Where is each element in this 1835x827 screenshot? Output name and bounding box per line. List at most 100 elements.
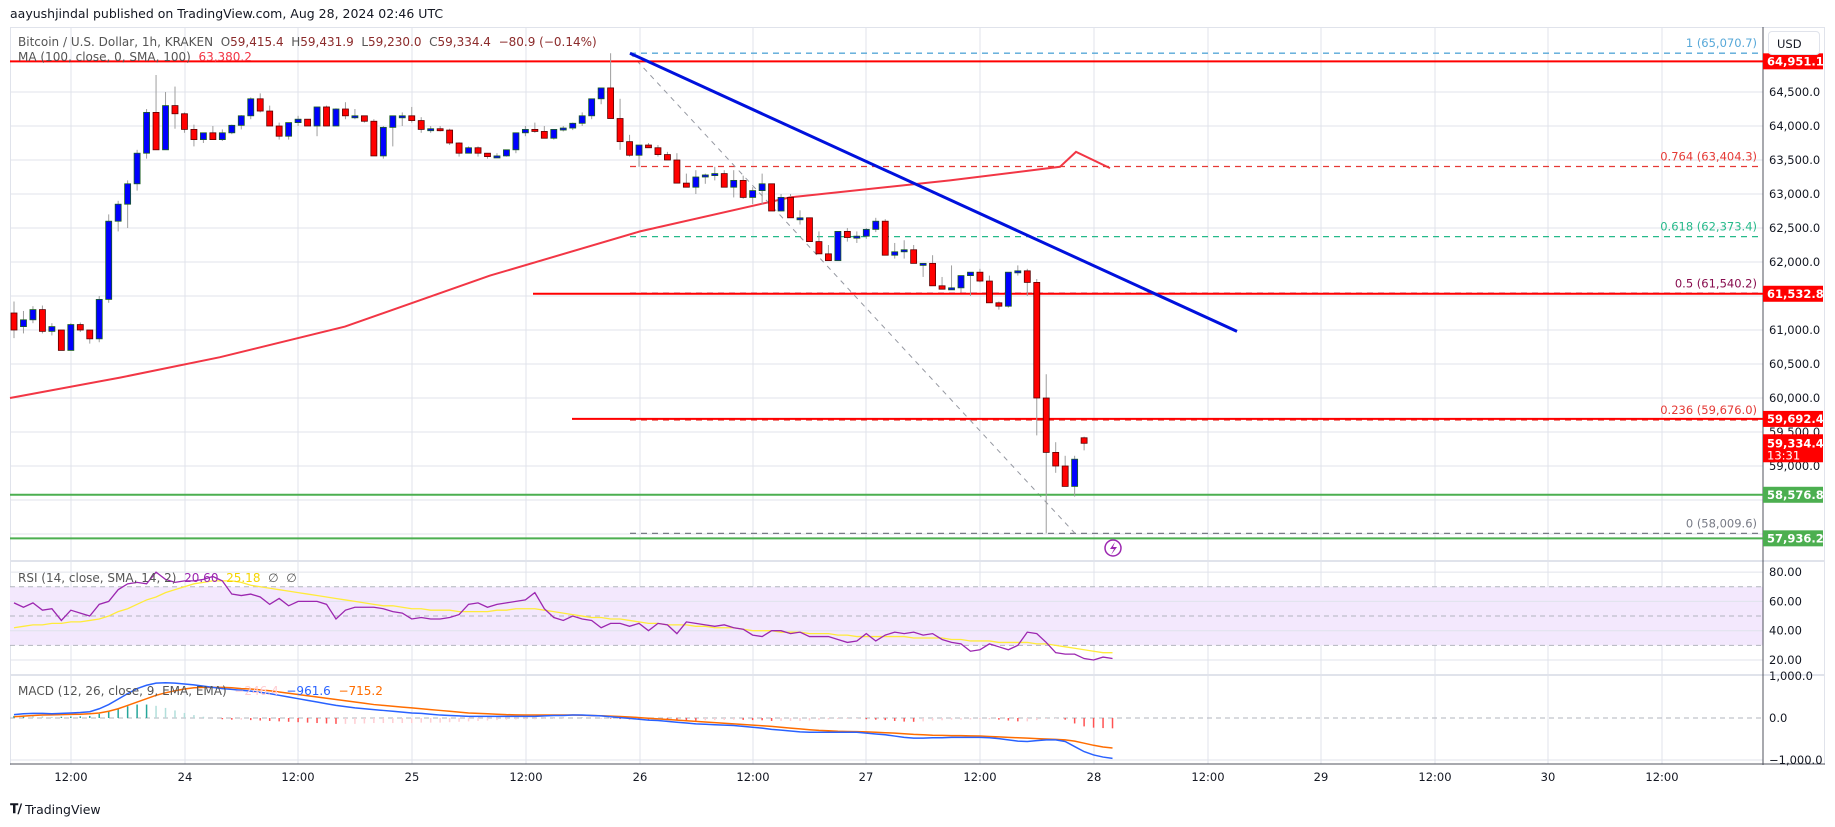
price-tick: 63,000.0 [1769,187,1820,201]
candle [493,155,501,159]
candle [171,105,179,115]
candle [29,309,37,321]
candle [474,147,482,154]
candle [503,149,510,157]
ma-label: MA (100, close, 0, SMA, 100) [18,50,191,64]
rsi-tick: 20.00 [1769,653,1802,667]
candle [616,118,624,143]
high-value: 59,431.9 [300,35,354,49]
tradingview-logo[interactable]: 𝐓∕ TradingView [10,802,101,817]
candle [398,115,406,119]
candle [275,125,283,137]
time-tick: 28 [1087,770,1102,784]
candle [758,183,766,192]
macd-line [13,681,1113,760]
price-label-support-57936 [1763,530,1823,547]
candle [465,147,472,154]
time-tick: 27 [859,770,874,784]
candle [986,280,993,304]
candle [417,120,425,130]
time-tick: 12:00 [281,770,314,784]
candle [237,115,245,126]
candle [427,128,435,132]
candle [701,174,709,178]
ma-value: 63,380.2 [198,50,252,64]
rsi-sma-line [13,580,1113,654]
lightning-icon[interactable] [1104,539,1122,557]
candle [162,105,169,151]
symbol-title: Bitcoin / U.S. Dollar, 1h, KRAKEN [18,35,214,49]
candle [95,298,103,340]
price-label-text: 58,576.8 [1767,488,1824,502]
macd-tick: 0.0 [1769,711,1787,725]
candle [455,142,463,154]
fib-label: 1 (65,070.7) [1686,36,1757,50]
candle [332,108,340,127]
rsi-legend[interactable]: RSI (14, close, SMA, 14, 2) 20.60 25.18 … [18,571,297,585]
candle [578,115,586,124]
candle [559,127,567,131]
candle [408,115,416,121]
ma100-line [9,150,1111,399]
candle [379,126,387,157]
price-label-text: 61,532.8 [1767,287,1824,301]
candle [76,324,84,331]
candle [218,132,226,141]
rsi-tick: 40.00 [1769,624,1802,638]
price-tick: 60,000.0 [1769,391,1820,405]
time-tick: 26 [633,770,648,784]
candle [843,230,851,238]
fib-label: 0.236 (59,676.0) [1660,403,1757,417]
macd-hist-value: −246.4 [234,684,279,698]
candle [484,152,491,157]
fib-label: 0.618 (62,373.4) [1660,220,1757,234]
fib-label: 0 (58,009.6) [1686,516,1757,530]
tradingview-brand: TradingView [25,802,101,817]
candle [124,183,132,205]
rsi-tick: 80.00 [1769,565,1802,579]
candle [730,179,738,188]
price-label-resistance-64951 [1763,53,1823,70]
candle [446,129,454,144]
candle [304,118,311,127]
candle [645,144,652,149]
candle [323,106,330,127]
candle [948,287,955,291]
tradingview-logo-icon: 𝐓∕ [10,802,22,817]
candle [739,179,747,198]
candle [256,98,264,112]
ma-legend[interactable]: MA (100, close, 0, SMA, 100) 63,380.2 [18,50,252,64]
time-tick: 24 [178,770,193,784]
candle [881,220,889,256]
candle [825,253,832,262]
candle [1071,458,1079,487]
candle [294,118,302,123]
candle [853,235,861,239]
price-label-resistance-61532 [1763,285,1823,302]
time-tick: 12:00 [1645,770,1678,784]
macd-signal-value: −715.2 [338,684,383,698]
candle [86,329,94,340]
last-price-label [1763,434,1823,463]
price-tick: 64,000.0 [1769,119,1820,133]
candle [929,262,936,287]
rsi-line [13,571,1113,661]
candle [39,309,46,332]
candle [550,128,558,139]
macd-legend[interactable]: MACD (12, 26, close, 9, EMA, EMA) −246.4… [18,684,383,698]
currency-selector[interactable]: USD [1768,31,1820,55]
candle [806,217,813,243]
candle [664,154,671,161]
time-tick: 30 [1541,770,1556,784]
candle [787,196,794,219]
candle [20,319,27,327]
rsi-sma-value: 25.18 [226,571,261,585]
candle [588,98,596,117]
candle [190,128,198,140]
candle [228,124,236,134]
bearish-trendline[interactable] [629,51,1238,333]
candle [209,132,217,141]
macd-value: −961.6 [286,684,331,698]
candle [181,113,188,130]
